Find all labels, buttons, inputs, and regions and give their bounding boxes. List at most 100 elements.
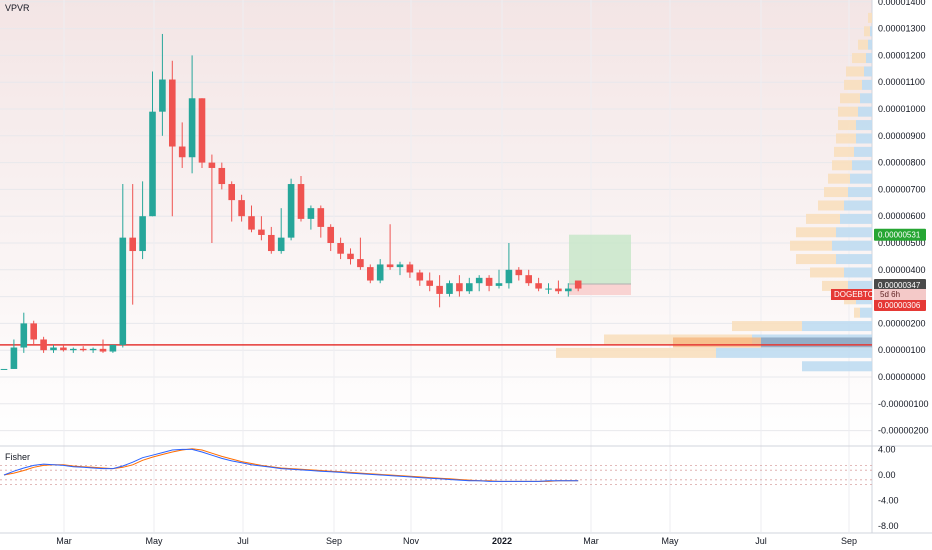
- candle: [228, 181, 235, 222]
- candle: [515, 267, 523, 281]
- candles: [0, 33, 582, 370]
- candle-body: [475, 277, 483, 284]
- candle: [416, 269, 424, 286]
- volume-profile-bar-down: [824, 187, 848, 198]
- candle: [79, 346, 87, 352]
- volume-profile-bar-up: [858, 106, 872, 117]
- candle-body: [376, 264, 384, 281]
- price-axis-label: 0.00001100: [878, 77, 925, 87]
- candle-body: [277, 237, 285, 252]
- vpvr-label[interactable]: VPVR: [5, 3, 30, 13]
- fisher-axis: 4.00 0.00 -4.00 -8.00: [878, 444, 899, 531]
- price-axis-label: 0.00001200: [878, 50, 926, 60]
- time-axis-label: May: [661, 536, 679, 546]
- candle-body: [515, 269, 523, 276]
- candle: [337, 237, 344, 260]
- symbol-countdown: 5d 6h: [880, 290, 900, 299]
- candle-body: [89, 348, 97, 351]
- volume-profile-bar-up: [854, 146, 872, 157]
- candle-body: [337, 243, 344, 254]
- candle-body: [218, 167, 226, 185]
- candle-body: [10, 347, 18, 369]
- candle: [159, 33, 166, 136]
- candle-body: [297, 184, 305, 219]
- volume-profile-bar-up: [802, 361, 872, 372]
- time-axis-label: Jul: [755, 536, 767, 546]
- volume-profile-bar-down: [806, 213, 840, 224]
- candle-body: [317, 208, 325, 227]
- volume-profile-bar-down: [854, 307, 860, 318]
- candle: [99, 339, 107, 353]
- candle-body: [60, 347, 67, 351]
- time-axis-label: Mar: [56, 536, 72, 546]
- candle: [198, 98, 206, 168]
- fisher-label[interactable]: Fisher: [5, 452, 31, 462]
- candle: [89, 347, 97, 353]
- candle: [218, 162, 226, 190]
- candle-body: [188, 98, 196, 158]
- volume-profile-bar-up: [868, 39, 872, 50]
- candle-body: [545, 288, 552, 290]
- volume-profile-bar-down: [858, 39, 868, 50]
- price-axis-label: 0.00000100: [878, 345, 926, 355]
- price-axis-label: 0.00001000: [878, 104, 926, 114]
- candle: [396, 261, 404, 276]
- candle: [30, 320, 37, 345]
- candle: [406, 261, 414, 278]
- volume-profile-bar-down: [822, 280, 848, 291]
- stop-price-tag-text: 0.00000306: [878, 301, 921, 310]
- time-axis-label: May: [145, 536, 163, 546]
- candle: [376, 259, 384, 284]
- candle-body: [248, 216, 255, 230]
- candle: [317, 205, 325, 238]
- candle: [0, 368, 8, 370]
- candle-body: [99, 348, 107, 352]
- candle-body: [426, 280, 433, 286]
- volume-profile-bar-up: [862, 79, 872, 90]
- volume-profile-bar-down: [838, 120, 856, 131]
- volume-profile-bar-up: [836, 254, 872, 265]
- fisher-pane-background: [0, 448, 872, 532]
- volume-profile-bar-down: [864, 26, 870, 37]
- time-axis: Mar May Jul Sep Nov 2022 Mar May Jul Sep: [56, 536, 857, 546]
- volume-profile-bar-up: [864, 66, 872, 77]
- volume-profile: [556, 12, 872, 372]
- candle-body: [307, 208, 315, 219]
- price-axis-label: 0.00000500: [878, 238, 926, 248]
- candle-body: [456, 283, 463, 292]
- time-axis-label: Sep: [841, 536, 857, 546]
- candle-body: [505, 269, 513, 284]
- candle-body: [0, 368, 8, 370]
- last-price-tag-text: 0.00000347: [878, 281, 921, 290]
- volume-profile-bar-down: [868, 12, 872, 23]
- fisher-axis-label: 4.00: [878, 444, 896, 454]
- candle-body: [109, 344, 117, 352]
- candle: [109, 344, 117, 353]
- candle-body: [436, 285, 443, 294]
- time-axis-label: Jul: [237, 536, 249, 546]
- last-price-tag-bg: [874, 279, 926, 292]
- candle-body: [535, 283, 542, 289]
- candle: [565, 283, 572, 297]
- volume-profile-bar-up: [870, 26, 872, 37]
- candle: [149, 71, 156, 217]
- volume-profile-bar-down: [834, 146, 854, 157]
- candle: [495, 269, 503, 289]
- fisher-pane: [0, 448, 872, 486]
- time-axis-label: Sep: [326, 536, 342, 546]
- candle: [327, 224, 334, 252]
- candle-body: [129, 237, 136, 252]
- position-stop-zone: [569, 284, 631, 295]
- volume-profile-bar-up: [802, 321, 872, 332]
- volume-profile-bar-down: [852, 53, 866, 64]
- candle: [446, 280, 453, 297]
- candle-body: [466, 283, 473, 292]
- price-axis-label: -0.00000200: [878, 426, 929, 436]
- volume-profile-bar-down: [796, 227, 836, 238]
- candle-body: [119, 237, 127, 345]
- volume-profile-bar-down: [836, 133, 856, 144]
- candle-body: [228, 184, 235, 201]
- volume-profile-bar-down: [732, 321, 802, 332]
- candle: [40, 336, 47, 353]
